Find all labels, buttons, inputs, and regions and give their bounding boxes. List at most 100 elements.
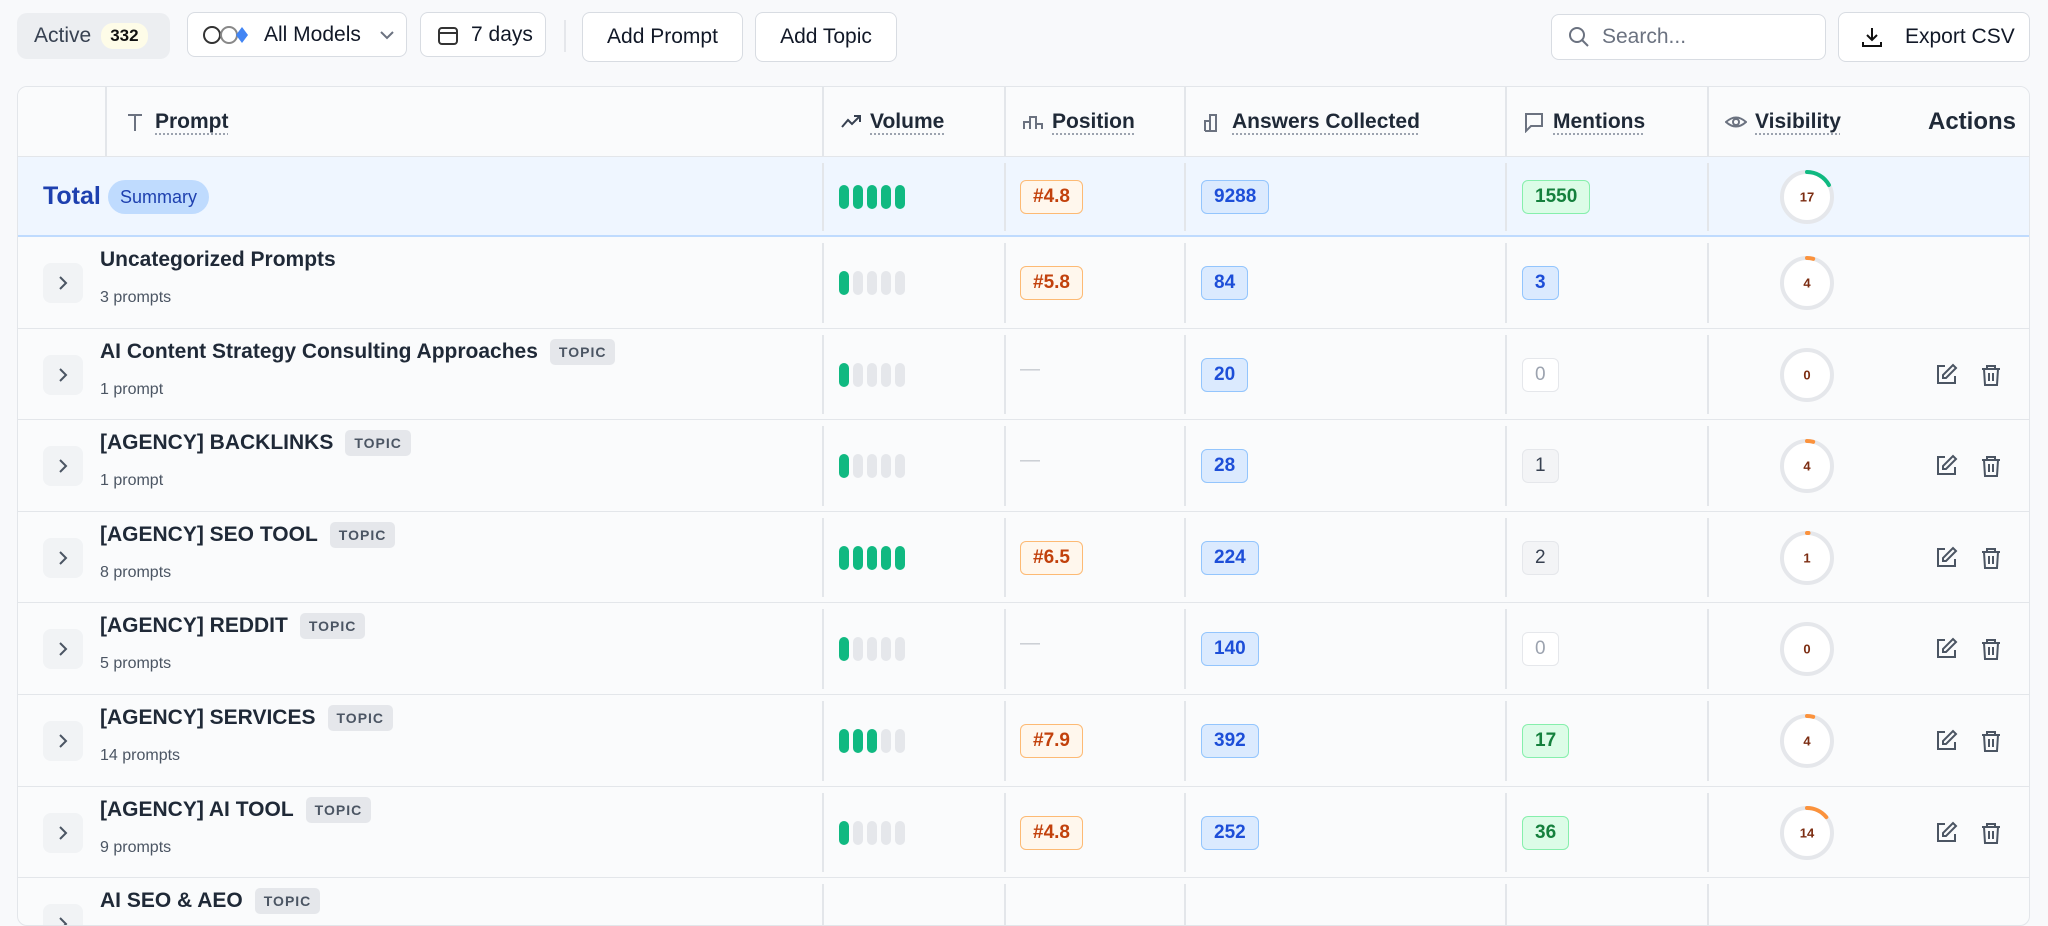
column-divider [1184,87,1186,157]
column-divider [822,792,824,873]
expand-button[interactable] [43,629,83,670]
header-label: Prompt [155,110,229,133]
volume-bar [867,637,877,662]
expand-button[interactable] [43,446,83,487]
edit-button[interactable] [1934,729,1958,753]
active-filter[interactable]: Active 332 [17,13,170,59]
delete-button[interactable] [1979,546,2003,570]
add-topic-button[interactable]: Add Topic [755,12,897,62]
delete-button[interactable] [1979,729,2003,753]
volume-bar [881,271,891,295]
edit-button[interactable] [1934,821,1958,845]
volume-indicator [839,271,909,295]
delete-button[interactable] [1979,637,2003,661]
volume-indicator [839,362,909,387]
chevron-right [59,734,68,748]
badge: 0 [1522,357,1559,392]
topic-tag: TOPIC [254,888,321,915]
volume-bar [895,637,905,662]
models-dropdown[interactable]: All Models [187,12,407,57]
column-divider [1707,243,1709,323]
edit-button[interactable] [1934,454,1958,478]
edit-button[interactable] [1934,546,1958,570]
position-empty: — [1020,632,1040,655]
export-button[interactable]: Export CSV [1838,12,2030,62]
total-label: Total [43,182,101,210]
volume-bar [853,729,863,753]
badge: #5.8 [1020,266,1083,300]
column-divider [1004,87,1006,157]
column-divider [1707,884,1709,925]
active-label: Active [34,24,92,47]
expand-button[interactable] [43,721,83,761]
expand-button[interactable] [43,263,83,303]
expand-button[interactable] [43,354,83,395]
visibility-ring: 14 [1780,805,1834,860]
volume-bar [839,271,849,295]
edit-button[interactable] [1934,637,1958,661]
row-title: Uncategorized Prompts [100,248,336,271]
badge: #7.9 [1020,724,1083,758]
column-header: Mentions [1523,87,1645,157]
ring-arc [1780,439,1834,494]
column-divider [1184,163,1186,231]
ring-track [1780,622,1834,677]
volume-bar [867,820,877,845]
search-input[interactable]: Search... [1551,14,1826,60]
volume-bar [867,362,877,387]
row-subtitle: 3 prompts [100,289,172,306]
column-divider [1707,87,1709,157]
column-divider [1004,609,1006,689]
column-divider [1004,243,1006,323]
model-icons [203,25,248,44]
badge: 252 [1201,815,1259,850]
expand-button[interactable] [43,904,83,925]
column-header: Answers Collected [1202,87,1420,157]
edit-button[interactable] [1934,363,1958,387]
column-divider [822,334,824,415]
column-divider [1184,334,1186,415]
badge: 224 [1201,540,1259,575]
table: Prompt Volume Position Answers Collected Men… [17,86,2030,926]
badge: 28 [1201,449,1249,484]
volume-indicator [839,637,909,662]
add-prompt-button[interactable]: Add Prompt [582,12,743,62]
column-divider [1004,426,1006,506]
header-icon [128,114,142,131]
range-button[interactable]: 7 days [420,12,546,57]
visibility-ring: 4 [1780,256,1834,310]
column-divider [1505,701,1507,781]
badge: 36 [1522,815,1570,850]
chevron-right [59,825,68,840]
volume-bar [895,185,905,209]
expand-button[interactable] [43,812,83,853]
column-divider [1505,884,1507,925]
visibility-value: 1 [1803,550,1810,565]
column-divider [1184,792,1186,873]
trash-icon [1982,547,2000,569]
badge: 20 [1201,357,1249,392]
volume-bar [881,729,891,753]
table-row [18,603,2029,695]
add-prompt-label: Add Prompt [607,25,718,48]
column-divider [1707,701,1709,781]
delete-button[interactable] [1979,454,2003,478]
column-divider [1184,426,1186,506]
column-divider [1505,517,1507,598]
position-empty: — [1020,357,1040,380]
row-subtitle: 1 prompt [100,380,164,398]
badge: #4.8 [1020,180,1083,214]
volume-bar [839,820,849,845]
volume-bar [867,185,877,209]
trash-icon [1982,364,2000,386]
delete-button[interactable] [1979,363,2003,387]
badge: 392 [1201,724,1259,758]
column-divider [822,426,824,506]
header-icon [841,115,861,128]
row-title-line: AI SEO & AEO TOPIC [100,886,321,916]
volume-bar [839,185,849,209]
delete-button[interactable] [1979,821,2003,845]
edit-icon [1937,546,1958,567]
expand-button[interactable] [43,537,83,578]
